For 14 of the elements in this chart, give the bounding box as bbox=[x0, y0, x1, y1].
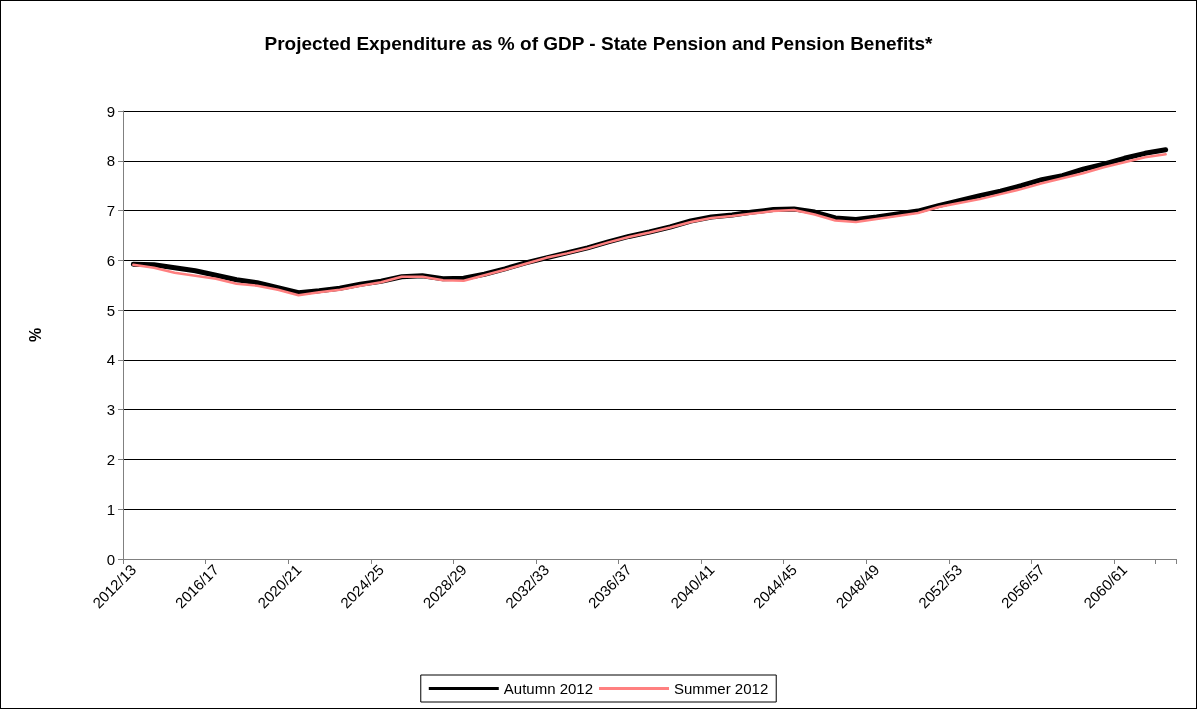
legend-label: Summer 2012 bbox=[674, 680, 769, 697]
y-tick-label: 3 bbox=[106, 401, 115, 419]
y-tick-label: 5 bbox=[106, 301, 115, 319]
y-tick-label: 1 bbox=[106, 500, 115, 518]
y-tick-label: 9 bbox=[106, 102, 115, 120]
y-tick-label: 4 bbox=[106, 351, 115, 369]
y-tick-label: 8 bbox=[106, 152, 115, 170]
chart-title: Projected Expenditure as % of GDP - State Pension and Pension Benefits* bbox=[264, 33, 934, 54]
y-tick-label: 6 bbox=[106, 251, 115, 269]
y-tick-label: 0 bbox=[106, 550, 115, 568]
y-tick-label: 2 bbox=[106, 450, 115, 468]
y-tick-label: 7 bbox=[106, 202, 115, 220]
legend-label: Autumn 2012 bbox=[503, 680, 594, 697]
y-axis-title: % bbox=[26, 327, 44, 343]
